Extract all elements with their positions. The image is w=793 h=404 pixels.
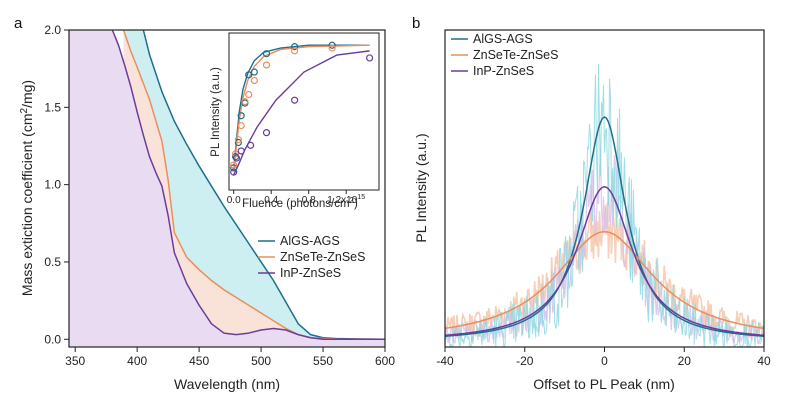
- inset-point-aigs: [262, 50, 271, 58]
- inset-point-znsete: [250, 76, 258, 85]
- inset-x-exponent: 15: [357, 194, 365, 201]
- inset-x-label-end: ): [354, 198, 358, 210]
- panel-a-y-axis-label: Mass extiction coefficient (cm2/mg): [19, 80, 35, 296]
- b-x-tick-label: -20: [516, 354, 534, 368]
- panel-a-label: a: [14, 15, 23, 32]
- znsete-fill-area: [123, 30, 385, 340]
- y-tick-label: 1.0: [44, 178, 61, 192]
- panel-b-x-ticks: -40 -20 0 20 40: [436, 347, 771, 368]
- inset-plot: 0.0 0.4 0.8 1.2x1015 Fluence (photons/cm2) …: [210, 32, 380, 210]
- panel-a-legend: AlGS-AGS ZnSeTe-ZnSeS InP-ZnSeS: [258, 234, 365, 280]
- legend-a-label-inp: InP-ZnSeS: [280, 266, 341, 280]
- panel-a-fill-areas: [69, 30, 385, 347]
- y-tick-label: 0.5: [44, 255, 61, 269]
- legend-a-label-aigs: AlGS-AGS: [280, 234, 340, 248]
- inp-fill-area: [69, 30, 385, 347]
- panel-a-y-ticks: 0.0 0.5 1.0 1.5 2.0: [44, 23, 69, 346]
- b-x-tick-label: -40: [436, 354, 454, 368]
- legend-b-label-inp: InP-ZnSeS: [473, 64, 534, 78]
- inset-y-axis-label: PL Intensity (a.u.): [210, 67, 222, 157]
- panel-a-y-label-main: Mass extiction coefficient (cm: [19, 113, 35, 296]
- inset-point-znsete: [262, 61, 271, 69]
- inset-point-znsete: [291, 47, 299, 55]
- x-tick-label: 400: [127, 354, 147, 368]
- inset-point-inp: [246, 141, 255, 149]
- x-tick-label: 600: [375, 354, 395, 368]
- legend-b-label-aigs: AlGS-AGS: [473, 32, 533, 46]
- inset-x-ticks: 0.0 0.4 0.8 1.2x1015: [227, 190, 365, 206]
- inset-point-znsete: [234, 136, 242, 144]
- x-tick-label: 500: [251, 354, 271, 368]
- y-tick-label: 1.5: [44, 100, 61, 114]
- b-x-tick-label: 40: [757, 354, 771, 368]
- y-tick-label: 0.0: [44, 332, 61, 346]
- panel-b-fit-lines: [445, 116, 764, 337]
- panel-b-label: b: [412, 15, 420, 32]
- panel-b-raw-spectra: [445, 63, 764, 347]
- inset-point-aigs: [237, 112, 245, 120]
- panel-b-y-axis-label: PL Intensity (a.u.): [413, 133, 429, 242]
- inset-point-znsete: [245, 90, 253, 99]
- inset-x-label-sup: 2: [350, 196, 355, 205]
- inset-point-inp: [230, 168, 238, 176]
- y-tick-label: 2.0: [44, 23, 61, 37]
- panel-a-y-label-end: /mg): [19, 80, 35, 108]
- inset-x-tick-label: 0.8: [302, 195, 316, 206]
- inset-point-znsete: [230, 161, 238, 169]
- fit-line-znsete: [445, 231, 764, 330]
- panel-b-x-axis-label: Offset to PL Peak (nm): [533, 376, 675, 392]
- inset-point-aigs: [234, 138, 242, 147]
- legend-b-label-znsete: ZnSeTe-ZnSeS: [473, 48, 558, 62]
- inset-x-tick-label: 1.2x1015: [327, 194, 365, 206]
- inset-x-axis-label: Fluence (photons/cm2): [242, 196, 358, 210]
- inset-x-tick-label: 0.4: [264, 195, 278, 206]
- panel-a-x-ticks: 350 400 450 500 550 600: [65, 347, 395, 368]
- inset-data-points: [230, 41, 374, 176]
- inset-point-aigs: [250, 68, 258, 76]
- inset-x-tick-label: 0.0: [227, 195, 241, 206]
- panel-a-y-label-sup: 2: [19, 107, 30, 113]
- aigs-fill-area: [123, 30, 385, 340]
- legend-a-label-znsete: ZnSeTe-ZnSeS: [280, 250, 365, 264]
- b-x-tick-label: 20: [678, 354, 692, 368]
- panel-b: b -40 -20 0 20 40 Offset to PL Peak (nm) PL …: [412, 15, 771, 392]
- x-tick-label: 350: [65, 354, 85, 368]
- inset-x-label-main: Fluence (photons/cm: [242, 198, 349, 210]
- inset-point-aigs: [230, 164, 238, 172]
- b-x-tick-label: 0: [601, 354, 608, 368]
- inset-point-inp: [232, 154, 241, 162]
- fit-line-aigs: [445, 116, 764, 337]
- inset-point-aigs: [328, 41, 336, 49]
- panel-b-legend: AlGS-AGS ZnSeTe-ZnSeS InP-ZnSeS: [451, 32, 558, 78]
- inset-point-inp: [262, 129, 271, 137]
- inset-fit-inp: [233, 50, 370, 176]
- panel-a: a 350 400 450 500 550 600 0.0 0.5 1.0 1.5 2.0 Wav…: [14, 15, 395, 392]
- series-line-inp: [111, 30, 385, 341]
- inset-point-inp: [237, 147, 245, 155]
- panel-a-axes-frame: [68, 29, 386, 348]
- inset-point-znsete: [241, 98, 249, 106]
- inset-point-aigs: [245, 71, 253, 79]
- inset-point-znsete: [231, 150, 240, 158]
- raw-spectrum-aigs: [445, 63, 764, 347]
- inset-point-inp: [291, 96, 299, 104]
- inset-point-aigs: [291, 43, 299, 51]
- x-tick-label: 550: [313, 354, 333, 368]
- panel-a-lines: [111, 30, 385, 341]
- fit-line-inp: [445, 186, 764, 337]
- inset-point-inp: [366, 54, 374, 62]
- inset-point-znsete: [328, 44, 336, 52]
- inset-point-znsete: [237, 121, 245, 130]
- panel-a-x-axis-label: Wavelength (nm): [174, 376, 280, 392]
- inset-point-aigs: [231, 153, 240, 161]
- x-tick-label: 450: [189, 354, 209, 368]
- inset-axes-frame: [228, 32, 380, 191]
